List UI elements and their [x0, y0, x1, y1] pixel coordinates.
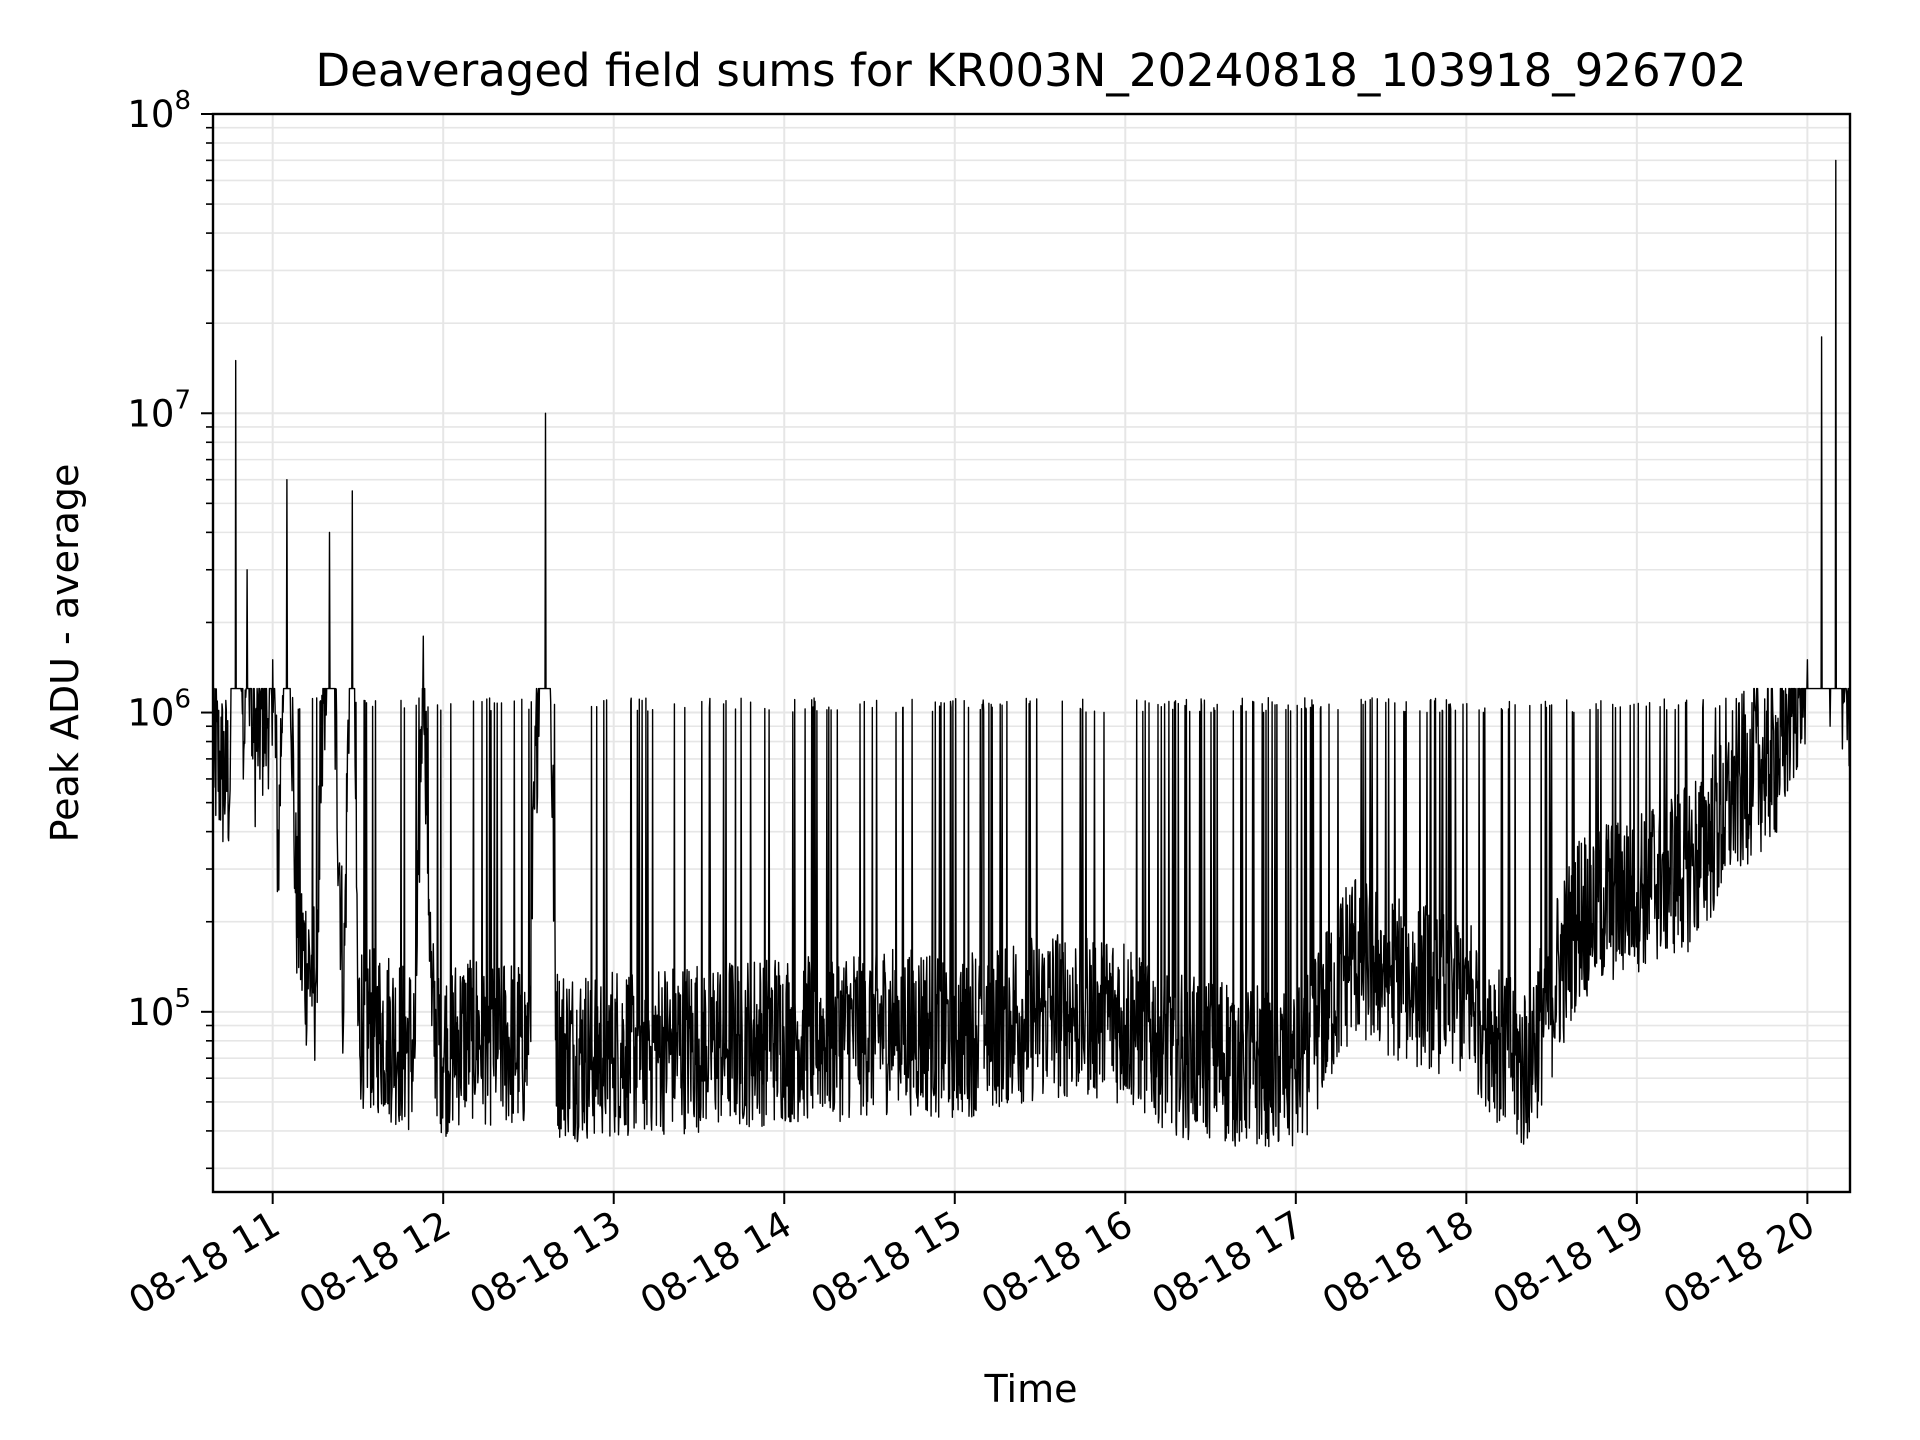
x-axis-label: Time: [984, 1367, 1078, 1411]
series-lines: [212, 159, 1851, 1148]
y-axis: 105 106 107 108: [127, 86, 213, 1170]
x-tick-label: 08-18 19: [1486, 1203, 1652, 1323]
y-tick-label: 107: [127, 385, 191, 435]
x-tick-label: 08-18 17: [1145, 1203, 1311, 1323]
x-tick-label: 08-18 11: [122, 1203, 288, 1323]
x-tick-label: 08-18 16: [974, 1203, 1140, 1323]
series-line: [212, 159, 1851, 1148]
chart-title: Deaveraged field sums for KR003N_2024081…: [316, 44, 1747, 97]
x-tick-label: 08-18 13: [463, 1203, 629, 1323]
y-tick-label: 108: [127, 86, 191, 136]
x-tick-label: 08-18 18: [1315, 1203, 1481, 1323]
x-tick-label: 08-18 12: [292, 1203, 458, 1323]
y-tick-label: 106: [127, 685, 191, 735]
plot-frame: [211, 112, 1852, 1194]
x-tick-label: 08-18 15: [804, 1203, 970, 1323]
x-axis: 08-18 11 08-18 12 08-18 13 08-18 14 08-18 15…: [122, 1192, 1822, 1323]
y-axis-label: Peak ADU - average: [43, 464, 87, 843]
y-tick-label: 105: [127, 984, 191, 1034]
x-tick-label: 08-18 20: [1656, 1203, 1822, 1323]
x-tick-label: 08-18 14: [633, 1203, 799, 1323]
